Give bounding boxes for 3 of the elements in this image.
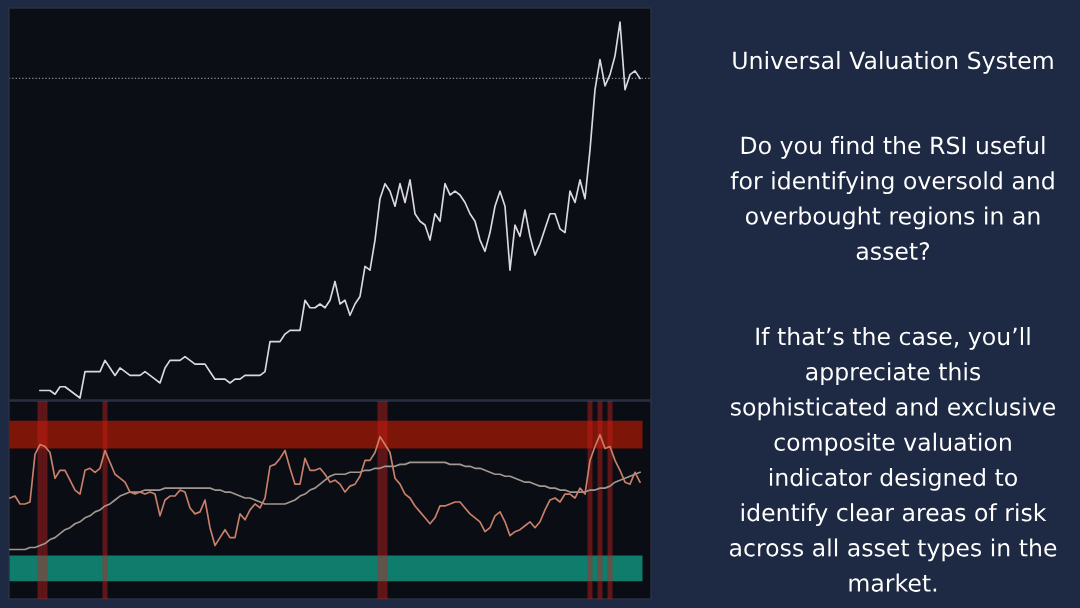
text: Universal Valuation System: [733, 51, 1053, 74]
text: If that’s the case, you’ll appreciate this sophisticated and exclusive composite valuation indicator designed to identify clear areas of risk across all asset types in the market.: [729, 327, 1057, 592]
text: Do you find the RSI useful for identifying oversold and overbought regions in an asset?: [730, 136, 1054, 260]
